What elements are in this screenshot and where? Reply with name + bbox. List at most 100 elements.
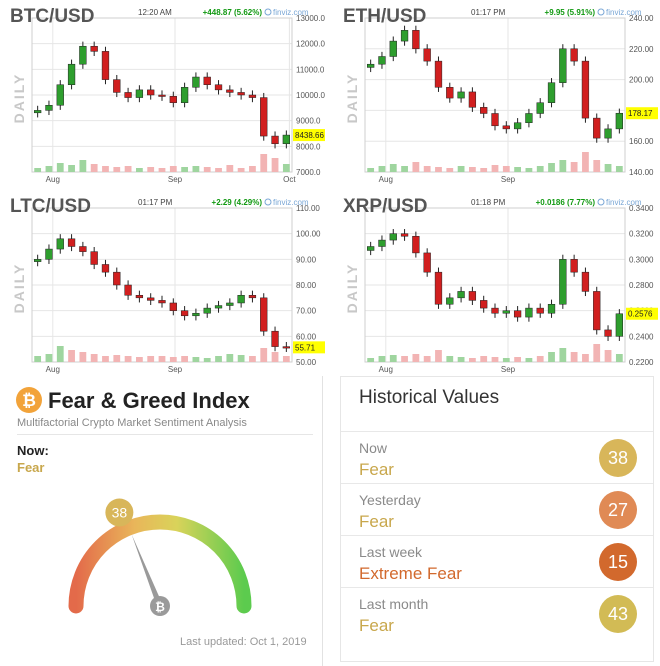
volume-bar bbox=[215, 356, 222, 362]
candle-body bbox=[468, 91, 477, 108]
daily-watermark: DAILY bbox=[344, 73, 360, 124]
candle-body bbox=[615, 313, 623, 337]
candle-body bbox=[56, 84, 64, 106]
last-price-label: 8438.66 bbox=[295, 131, 324, 140]
volume-bar bbox=[249, 166, 256, 172]
volume-bar bbox=[412, 354, 420, 362]
volume-bar bbox=[548, 352, 555, 362]
x-tick-label: Sep bbox=[168, 365, 183, 374]
gauge-score-bubble bbox=[105, 498, 134, 527]
candle-body bbox=[412, 30, 420, 50]
last-price-label: 178.17 bbox=[628, 109, 653, 118]
candle-body bbox=[169, 302, 177, 311]
y-tick-label: 100.00 bbox=[296, 230, 321, 239]
candle-body bbox=[434, 271, 443, 305]
daily-watermark: DAILY bbox=[344, 263, 360, 314]
candle-body bbox=[457, 291, 465, 299]
y-tick-label: 0.2800 bbox=[629, 281, 654, 290]
volume-bar bbox=[45, 354, 53, 362]
volume-bar bbox=[136, 168, 143, 172]
candle-body bbox=[56, 238, 64, 250]
candle-body bbox=[67, 63, 76, 85]
chart-panel-ltc: 110.00 100.00 90.00 80.00 70.00 60.00 50.00 Aug… bbox=[0, 190, 325, 375]
history-score-badge: 38 bbox=[599, 439, 637, 477]
volume-bar bbox=[593, 160, 601, 172]
x-tick-label: Aug bbox=[379, 365, 393, 374]
volume-bar bbox=[260, 348, 268, 362]
candle-body bbox=[271, 330, 279, 347]
candle-body bbox=[446, 297, 454, 305]
svg-text:₿: ₿ bbox=[22, 391, 36, 410]
history-row-now: Now Fear 38 bbox=[341, 431, 653, 484]
volume-bar bbox=[525, 358, 533, 362]
volume-bar bbox=[282, 164, 290, 172]
y-tick-label: 80.00 bbox=[296, 281, 317, 290]
gauge-hub-bitcoin-icon: ₿ bbox=[155, 600, 165, 614]
candle-body bbox=[593, 291, 601, 331]
volume-bar bbox=[271, 158, 279, 172]
candle-body bbox=[79, 246, 87, 252]
volume-bar bbox=[502, 166, 510, 172]
candle-body bbox=[214, 84, 223, 91]
candle-body bbox=[147, 297, 155, 301]
daily-watermark: DAILY bbox=[11, 263, 27, 314]
last-price-highlight bbox=[293, 129, 325, 142]
volume-bar bbox=[514, 357, 521, 362]
history-row-yesterday: Yesterday Fear 27 bbox=[341, 483, 653, 536]
finviz-icon bbox=[264, 8, 272, 16]
candle-body bbox=[446, 87, 454, 99]
candle-body bbox=[378, 239, 386, 247]
y-tick-label: 0.3000 bbox=[629, 255, 654, 264]
y-tick-label: 13000.0 bbox=[296, 14, 325, 23]
candle-body bbox=[101, 51, 110, 80]
candle-body bbox=[570, 48, 578, 62]
candle-body bbox=[237, 92, 245, 96]
chart-panel-xrp: 0.34000.32000.30000.28000.26000.24000.22… bbox=[333, 190, 658, 375]
volume-bar bbox=[367, 168, 375, 172]
volume-bar bbox=[192, 357, 200, 362]
candle-body bbox=[260, 297, 268, 332]
candle-body bbox=[491, 113, 499, 127]
symbol-label: XRP/USD bbox=[343, 196, 427, 217]
fear-greed-title: Fear & Greed Index bbox=[48, 388, 250, 413]
historical-values-panel: Historical Values Now Fear 38 Yesterday … bbox=[340, 376, 654, 662]
candle-body bbox=[615, 112, 623, 130]
volume-bar bbox=[45, 166, 53, 172]
time-label: 12:20 AM bbox=[138, 8, 172, 17]
gauge-arc bbox=[68, 514, 252, 614]
candle-body bbox=[147, 89, 155, 96]
candle-body bbox=[113, 79, 121, 93]
y-tick-label: 50.00 bbox=[296, 358, 317, 367]
candle-body bbox=[412, 235, 420, 254]
source-label: finviz.com bbox=[606, 198, 642, 207]
y-tick-label: 8000.0 bbox=[296, 142, 321, 151]
candle-body bbox=[135, 295, 144, 299]
y-tick-label: 11000.0 bbox=[296, 65, 325, 74]
volume-bar bbox=[378, 356, 386, 362]
candle-body bbox=[513, 122, 522, 130]
x-tick-label: Oct bbox=[283, 175, 296, 184]
time-label: 01:17 PM bbox=[471, 8, 506, 17]
candle-body bbox=[367, 63, 375, 68]
volume-bar bbox=[435, 350, 442, 362]
y-tick-label: 60.00 bbox=[296, 332, 317, 341]
volume-bar bbox=[570, 352, 578, 362]
volume-bar bbox=[158, 168, 166, 172]
chart-ltc: 110.00 100.00 90.00 80.00 70.00 60.00 50.00 Aug… bbox=[10, 196, 325, 374]
candle-body bbox=[90, 45, 98, 52]
volume-bar bbox=[514, 167, 521, 172]
x-tick-label: Aug bbox=[46, 175, 60, 184]
finviz-icon bbox=[264, 198, 272, 206]
candle-body bbox=[604, 329, 612, 337]
chart-panel-eth: 240.00220.00200.00180.00160.00140.00AugS… bbox=[333, 0, 658, 185]
candle-body bbox=[34, 259, 42, 262]
volume-bar bbox=[237, 355, 245, 362]
y-tick-label: 240.00 bbox=[629, 14, 654, 23]
now-label: Now: bbox=[17, 443, 49, 458]
y-tick-label: 90.00 bbox=[296, 255, 317, 264]
history-score-badge: 27 bbox=[599, 491, 637, 529]
history-sentiment: Fear bbox=[359, 460, 394, 479]
volume-bar bbox=[203, 167, 211, 172]
candle-body bbox=[468, 291, 477, 301]
candle-body bbox=[282, 346, 290, 349]
